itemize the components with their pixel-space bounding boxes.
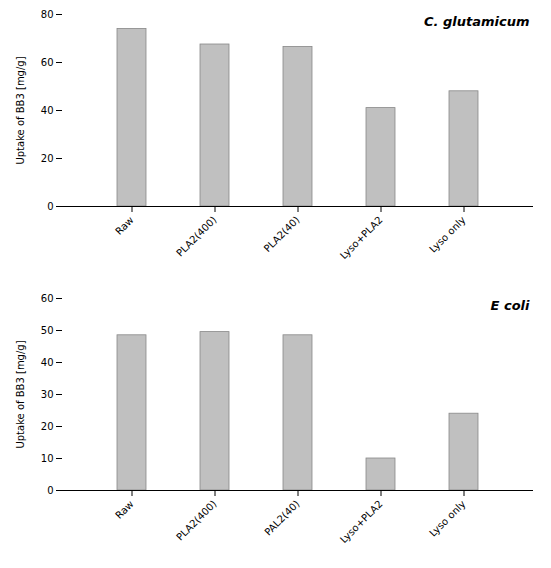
svg-text:Lyso only: Lyso only [427,214,468,255]
svg-text:Raw: Raw [113,214,136,237]
svg-text:20: 20 [41,421,54,432]
svg-text:20: 20 [41,153,54,164]
svg-text:60: 60 [41,57,54,68]
svg-text:80: 80 [41,9,54,20]
svg-text:0: 0 [47,485,53,496]
svg-text:10: 10 [41,453,54,464]
svg-text:Lyso+PLA2: Lyso+PLA2 [338,214,385,261]
svg-text:40: 40 [41,357,54,368]
svg-text:PLA2(40): PLA2(40) [262,214,302,254]
svg-text:30: 30 [41,389,54,400]
svg-text:Uptake of BB3 [mg/g]: Uptake of BB3 [mg/g] [15,56,26,164]
svg-text:60: 60 [41,293,54,304]
svg-text:PAL2(40): PAL2(40) [262,498,301,537]
svg-text:C. glutamicum: C. glutamicum [424,14,530,29]
svg-text:Lyso only: Lyso only [427,498,468,539]
svg-text:0: 0 [47,201,53,212]
svg-text:Lyso+PLA2: Lyso+PLA2 [338,498,385,545]
svg-text:E coli: E coli [491,298,530,313]
svg-text:PLA2(400): PLA2(400) [174,498,219,543]
svg-text:Raw: Raw [113,498,136,521]
svg-text:40: 40 [41,105,54,116]
svg-text:Uptake of BB3 [mg/g]: Uptake of BB3 [mg/g] [15,340,26,448]
svg-text:50: 50 [41,325,54,336]
svg-text:PLA2(400): PLA2(400) [174,214,219,259]
